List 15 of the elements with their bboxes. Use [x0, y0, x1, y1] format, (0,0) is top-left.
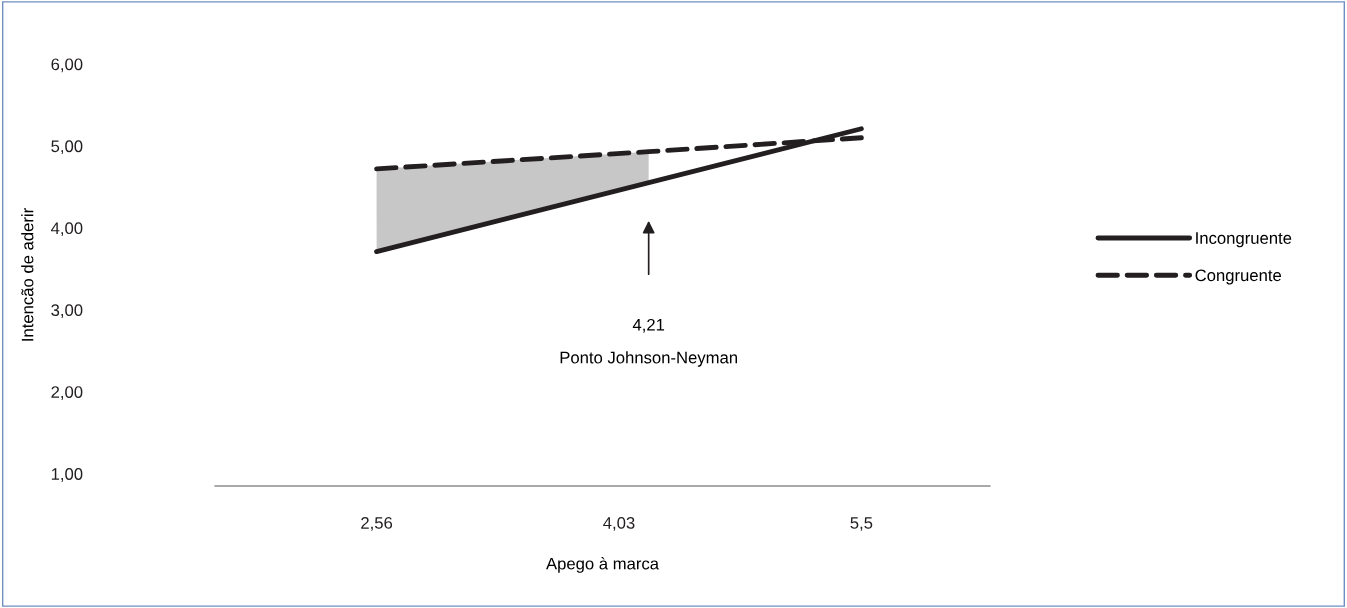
y-tick-label: 5,00 — [51, 140, 83, 155]
x-axis-title: Apego à marca — [546, 557, 660, 573]
y-axis-title: Intencão de aderir — [21, 208, 34, 341]
annotation: Ponto Johnson-Neyman — [560, 351, 737, 367]
x-tick-label: 5,5 — [850, 517, 873, 531]
annotation: 4,21 — [632, 318, 665, 333]
y-tick-label: 1,00 — [51, 468, 83, 482]
x-tick-label: 4,03 — [603, 517, 635, 531]
y-tick-label: 4,00 — [51, 222, 83, 237]
y-tick-label: 2,00 — [51, 386, 83, 400]
text: Congruente — [1195, 269, 1282, 285]
x-tick-label: 2,56 — [361, 517, 393, 531]
y-tick-label: 3,00 — [51, 304, 83, 318]
y-tick-label: 6,00 — [51, 58, 83, 73]
text: Incongruente — [1196, 232, 1292, 248]
